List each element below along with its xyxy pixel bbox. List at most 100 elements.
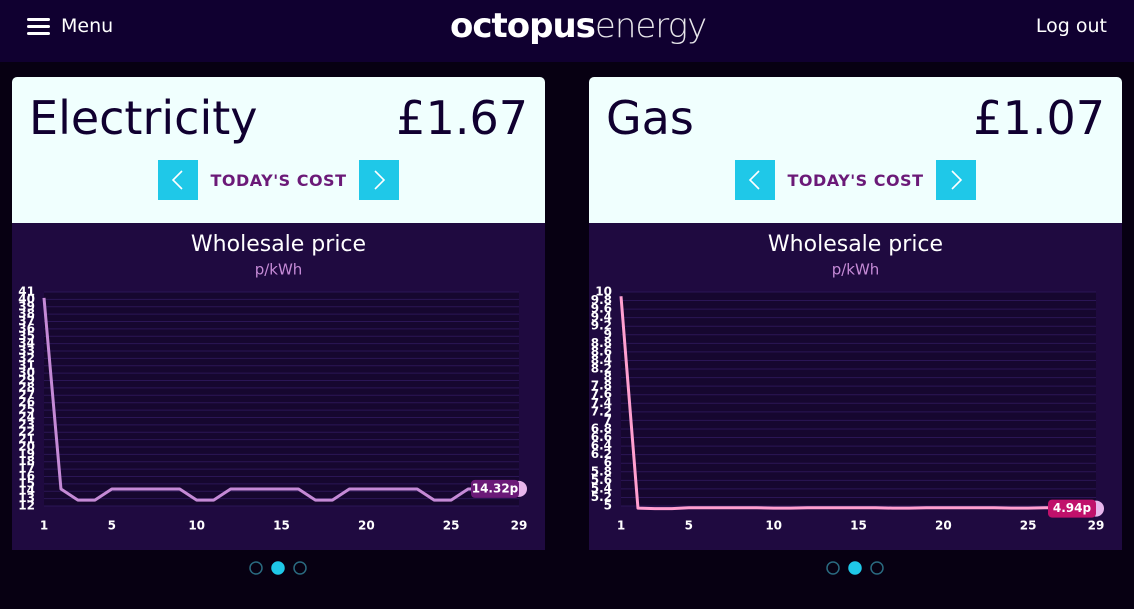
x-tick-label: 5 — [108, 519, 116, 533]
logo-bold: octopus — [450, 6, 596, 46]
y-tick-label: 36 — [18, 321, 35, 335]
y-tick-label: 5.2 — [591, 490, 612, 504]
y-tick-label: 12 — [18, 499, 35, 513]
y-tick-label: 5.6 — [591, 473, 612, 487]
cost-card: Gas £1.07 TODAY'S COST — [589, 77, 1122, 223]
y-tick-label: 22 — [18, 425, 35, 439]
cost-label: TODAY'S COST — [210, 171, 347, 190]
value-label: 14.32p — [472, 481, 519, 495]
y-tick-label: 14 — [18, 484, 35, 498]
y-tick-label: 15 — [18, 476, 35, 490]
x-tick-label: 25 — [1020, 519, 1037, 533]
x-tick-label: 10 — [765, 519, 782, 533]
x-tick-label: 10 — [188, 519, 205, 533]
y-tick-label: 7.6 — [591, 387, 612, 401]
y-tick-label: 8.2 — [591, 362, 612, 376]
pagination — [249, 561, 307, 575]
y-tick-label: 33 — [18, 344, 35, 358]
y-tick-label: 29 — [18, 373, 35, 387]
panel: Gas £1.07 TODAY'S COST Wholesale price p/kWh… — [589, 77, 1122, 575]
x-tick-label: 5 — [685, 519, 693, 533]
y-tick-label: 6.6 — [591, 430, 612, 444]
prev-button[interactable] — [735, 160, 775, 200]
x-tick-label: 25 — [443, 519, 460, 533]
y-tick-label: 17 — [18, 462, 35, 476]
chart-subtitle: p/kWh — [255, 261, 303, 279]
page-dot[interactable] — [249, 561, 263, 575]
y-tick-label: 32 — [18, 351, 35, 365]
y-tick-label: 13 — [18, 491, 35, 505]
x-tick-label: 20 — [935, 519, 952, 533]
y-tick-label: 8 — [604, 370, 612, 384]
y-tick-label: 21 — [18, 432, 35, 446]
y-tick-label: 28 — [18, 380, 35, 394]
y-tick-label: 31 — [18, 358, 35, 372]
y-tick-label: 19 — [18, 447, 35, 461]
top-bar: Menu octopusenergy Log out — [0, 0, 1134, 62]
y-tick-label: 39 — [18, 299, 35, 313]
arrow-icon — [951, 170, 963, 190]
y-tick-label: 38 — [18, 307, 35, 321]
value-label: 4.94p — [1053, 501, 1092, 515]
series-line — [42, 297, 520, 502]
next-button[interactable] — [359, 160, 399, 200]
cost-value: £1.07 — [973, 91, 1105, 145]
y-tick-label: 18 — [18, 454, 35, 468]
y-tick-label: 24 — [18, 410, 35, 424]
plot-bg — [621, 292, 1096, 506]
y-tick-label: 9.2 — [591, 319, 612, 333]
y-tick-label: 27 — [18, 388, 35, 402]
x-tick-label: 1 — [40, 519, 48, 533]
y-tick-label: 5 — [604, 499, 612, 513]
panel-title: Electricity — [29, 91, 258, 145]
chart: Wholesale pricep/kWh12131415161718192021… — [12, 223, 545, 550]
page-dot[interactable] — [870, 561, 884, 575]
cost-card: Electricity £1.67 TODAY'S COST — [12, 77, 545, 223]
x-tick-label: 1 — [617, 519, 625, 533]
y-tick-label: 7.8 — [591, 379, 612, 393]
page-dot[interactable] — [271, 561, 285, 575]
logo[interactable]: octopusenergy — [450, 6, 707, 46]
x-tick-label: 29 — [1088, 519, 1105, 533]
page-dot[interactable] — [848, 561, 862, 575]
y-tick-label: 10 — [595, 285, 612, 299]
cost-label: TODAY'S COST — [787, 171, 924, 190]
y-tick-label: 6.8 — [591, 421, 612, 435]
series-line — [619, 296, 1097, 511]
y-tick-label: 6 — [604, 456, 612, 470]
menu-icon[interactable] — [27, 18, 50, 35]
arrow — [951, 170, 963, 190]
y-tick-label: 8.6 — [591, 344, 612, 358]
page-dot[interactable] — [293, 561, 307, 575]
panel-title: Gas — [606, 91, 694, 145]
page-dot[interactable] — [826, 561, 840, 575]
panel: Electricity £1.67 TODAY'S COST Wholesale pr… — [12, 77, 545, 575]
y-tick-label: 8.8 — [591, 336, 612, 350]
y-tick-label: 20 — [18, 439, 35, 453]
chart-title: Wholesale price — [768, 232, 943, 257]
prev-button[interactable] — [158, 160, 198, 200]
y-tick-label: 35 — [18, 329, 35, 343]
y-tick-label: 8.4 — [591, 353, 612, 367]
y-tick-label: 5.4 — [591, 481, 612, 495]
y-tick-label: 16 — [18, 469, 35, 483]
y-tick-label: 5.8 — [591, 464, 612, 478]
y-tick-label: 25 — [18, 403, 35, 417]
y-tick-label: 40 — [18, 292, 35, 306]
logout-button[interactable]: Log out — [1035, 15, 1107, 37]
y-tick-label: 9 — [604, 327, 612, 341]
value-label-bg — [471, 479, 519, 498]
y-tick-label: 7 — [604, 413, 612, 427]
menu-button[interactable]: Menu — [61, 15, 114, 37]
y-tick-label: 6.4 — [591, 439, 612, 453]
chart-title: Wholesale price — [191, 232, 366, 257]
next-button[interactable] — [936, 160, 976, 200]
arrow — [374, 170, 386, 190]
y-tick-label: 30 — [18, 366, 35, 380]
arrow-icon — [374, 170, 386, 190]
x-tick-label: 29 — [511, 519, 528, 533]
arrow-icon — [171, 170, 183, 190]
logo-light: energy — [594, 6, 707, 46]
value-label-bg — [1048, 499, 1096, 518]
chart-subtitle: p/kWh — [832, 261, 880, 279]
